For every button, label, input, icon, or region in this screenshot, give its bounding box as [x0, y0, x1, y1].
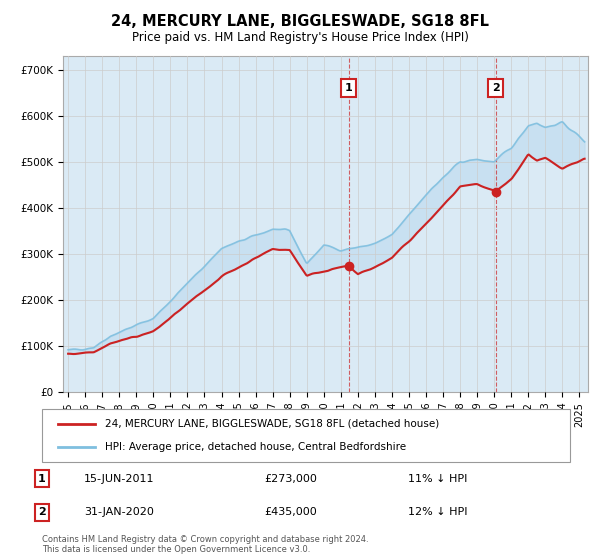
- Text: 1: 1: [38, 474, 46, 484]
- Text: 12% ↓ HPI: 12% ↓ HPI: [408, 507, 467, 517]
- Text: 2: 2: [38, 507, 46, 517]
- Text: HPI: Average price, detached house, Central Bedfordshire: HPI: Average price, detached house, Cent…: [106, 442, 406, 452]
- Text: 1: 1: [344, 83, 352, 93]
- Text: 24, MERCURY LANE, BIGGLESWADE, SG18 8FL: 24, MERCURY LANE, BIGGLESWADE, SG18 8FL: [111, 14, 489, 29]
- Text: Contains HM Land Registry data © Crown copyright and database right 2024.
This d: Contains HM Land Registry data © Crown c…: [42, 535, 368, 554]
- Text: 24, MERCURY LANE, BIGGLESWADE, SG18 8FL (detached house): 24, MERCURY LANE, BIGGLESWADE, SG18 8FL …: [106, 419, 440, 429]
- Text: 15-JUN-2011: 15-JUN-2011: [84, 474, 155, 484]
- Text: 11% ↓ HPI: 11% ↓ HPI: [408, 474, 467, 484]
- FancyBboxPatch shape: [42, 409, 570, 462]
- Text: Price paid vs. HM Land Registry's House Price Index (HPI): Price paid vs. HM Land Registry's House …: [131, 31, 469, 44]
- Text: 31-JAN-2020: 31-JAN-2020: [84, 507, 154, 517]
- Text: £435,000: £435,000: [264, 507, 317, 517]
- Text: £273,000: £273,000: [264, 474, 317, 484]
- Text: 2: 2: [492, 83, 499, 93]
